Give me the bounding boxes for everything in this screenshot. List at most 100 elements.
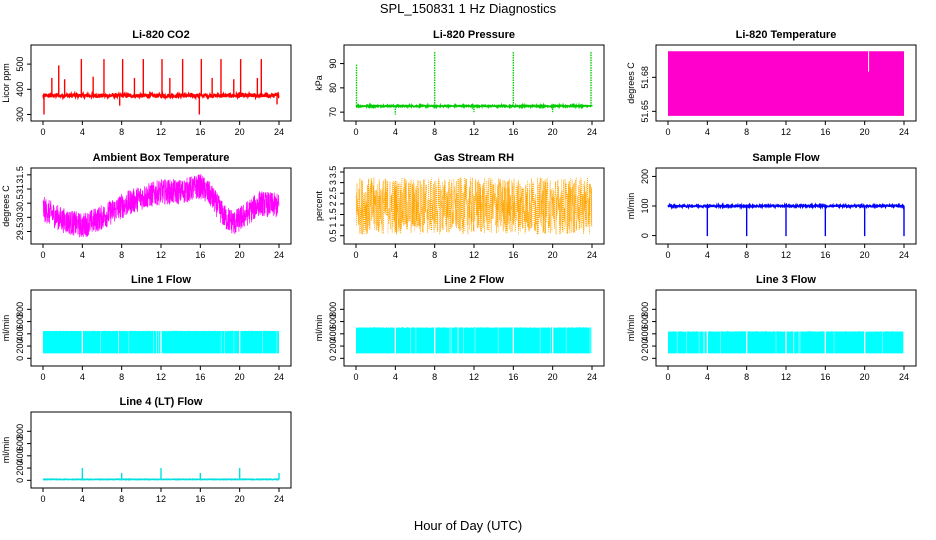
- x-tick-label: 12: [156, 250, 166, 260]
- panel-5: Gas Stream RH percent 0 4 8 12 16 20 24 0.51 1.5 22…: [314, 152, 605, 260]
- x-tick-label: 4: [80, 250, 85, 260]
- y-axis-label: percent: [314, 190, 324, 221]
- x-tick-label: 0: [665, 127, 670, 137]
- x-tick-label: 8: [432, 250, 437, 260]
- x-tick-label: 24: [587, 250, 597, 260]
- x-tick-label: 24: [899, 250, 909, 260]
- x-tick-label: 4: [393, 250, 398, 260]
- y-tick-label: 29.5: [15, 223, 25, 241]
- panel-8: Line 2 Flow ml/min 0 4 8 12 16 20 24 0 20040060080…: [314, 274, 605, 382]
- x-tick-label: 16: [195, 372, 205, 382]
- x-tick-label: 24: [899, 372, 909, 382]
- x-tick-label: 0: [353, 127, 358, 137]
- x-tick-label: 20: [860, 250, 870, 260]
- y-tick-label: 600: [640, 314, 650, 329]
- x-tick-label: 16: [195, 494, 205, 504]
- x-tick-label: 16: [820, 372, 830, 382]
- y-tick-label: 200: [328, 339, 338, 354]
- x-tick-label: 0: [665, 250, 670, 260]
- figure-title: SPL_150831 1 Hz Diagnostics: [379, 1, 557, 16]
- x-tick-label: 0: [353, 372, 358, 382]
- y-axis-label: degrees C: [626, 62, 636, 104]
- data-series: [42, 90, 280, 101]
- y-tick-label: 800: [15, 424, 25, 439]
- x-tick-label: 8: [744, 250, 749, 260]
- x-tick-label: 12: [781, 372, 791, 382]
- y-tick-label: 80: [328, 83, 338, 93]
- panel-title: Li-820 Pressure: [433, 29, 515, 41]
- x-tick-label: 20: [548, 250, 558, 260]
- y-tick-label: 600: [328, 314, 338, 329]
- panel-2: Li-820 Pressure kPa 0 4 8 12 16 20 24 70 80 90: [314, 29, 605, 137]
- x-tick-label: 20: [860, 372, 870, 382]
- x-tick-label: 12: [156, 494, 166, 504]
- y-tick-label: 31: [15, 184, 25, 194]
- x-tick-label: 12: [156, 127, 166, 137]
- x-tick-label: 0: [40, 250, 45, 260]
- plot-frame: [30, 44, 292, 122]
- y-tick-label: 500: [15, 57, 25, 72]
- x-tick-label: 20: [235, 372, 245, 382]
- panel-title: Line 3 Flow: [756, 274, 816, 286]
- plot-frame: [30, 289, 292, 367]
- y-tick-label: 300: [15, 107, 25, 122]
- y-tick-label: 30.5: [15, 194, 25, 212]
- x-tick-label: 24: [587, 127, 597, 137]
- data-series: [355, 177, 593, 235]
- x-tick-label: 4: [705, 127, 710, 137]
- y-tick-label: 3: [328, 180, 338, 185]
- x-tick-label: 16: [508, 372, 518, 382]
- y-axis-label: kPa: [314, 75, 324, 91]
- panel-title: Line 2 Flow: [444, 274, 504, 286]
- x-tick-label: 8: [119, 127, 124, 137]
- x-tick-label: 12: [469, 127, 479, 137]
- y-tick-label: 0: [328, 356, 338, 361]
- x-tick-label: 24: [274, 127, 284, 137]
- x-tick-label: 4: [393, 127, 398, 137]
- y-axis-label: ml/min: [626, 193, 636, 220]
- x-tick-label: 4: [705, 250, 710, 260]
- x-tick-label: 8: [119, 372, 124, 382]
- y-axis-label: ml/min: [1, 437, 11, 464]
- x-tick-label: 0: [40, 127, 45, 137]
- y-tick-label: 600: [15, 436, 25, 451]
- y-tick-label: 0.5: [328, 229, 338, 242]
- x-axis-label: Hour of Day (UTC): [413, 518, 523, 533]
- panel-6: Sample Flow ml/min 0 4 8 12 16 20 24 0 100 200: [626, 152, 917, 260]
- y-tick-label: 200: [15, 339, 25, 354]
- x-tick-label: 4: [80, 494, 85, 504]
- y-tick-label: 800: [328, 302, 338, 317]
- y-tick-label: 400: [640, 326, 650, 341]
- x-tick-label: 20: [860, 127, 870, 137]
- x-tick-label: 4: [80, 372, 85, 382]
- y-tick-label: 400: [15, 448, 25, 463]
- y-tick-label: 1: [328, 223, 338, 228]
- y-axis-label: ml/min: [1, 315, 11, 342]
- x-tick-label: 20: [548, 127, 558, 137]
- x-tick-label: 24: [274, 494, 284, 504]
- panel-title: Ambient Box Temperature: [93, 152, 230, 164]
- y-axis-label: ml/min: [314, 315, 324, 342]
- panel-title: Line 1 Flow: [131, 274, 191, 286]
- y-tick-label: 200: [640, 169, 650, 184]
- panel-title: Line 4 (LT) Flow: [120, 396, 203, 408]
- panel-title: Li-820 Temperature: [736, 29, 837, 41]
- x-tick-label: 4: [393, 372, 398, 382]
- x-tick-label: 20: [548, 372, 558, 382]
- x-tick-label: 16: [820, 250, 830, 260]
- y-tick-label: 2: [328, 201, 338, 206]
- x-tick-label: 20: [235, 250, 245, 260]
- panel-title: Sample Flow: [752, 152, 820, 164]
- y-tick-label: 3.5: [328, 166, 338, 179]
- plot-frame: [655, 289, 917, 367]
- y-tick-label: 200: [640, 339, 650, 354]
- data-series: [42, 174, 280, 238]
- y-tick-label: 2.5: [328, 187, 338, 200]
- y-tick-label: 600: [15, 314, 25, 329]
- y-tick-label: 800: [15, 302, 25, 317]
- y-tick-label: 400: [328, 326, 338, 341]
- data-area: [356, 327, 592, 354]
- x-tick-label: 0: [665, 372, 670, 382]
- panel-3: Li-820 Temperature degrees C 0 4 8 12 16 20 24 51…: [626, 29, 917, 137]
- y-tick-label: 200: [15, 461, 25, 476]
